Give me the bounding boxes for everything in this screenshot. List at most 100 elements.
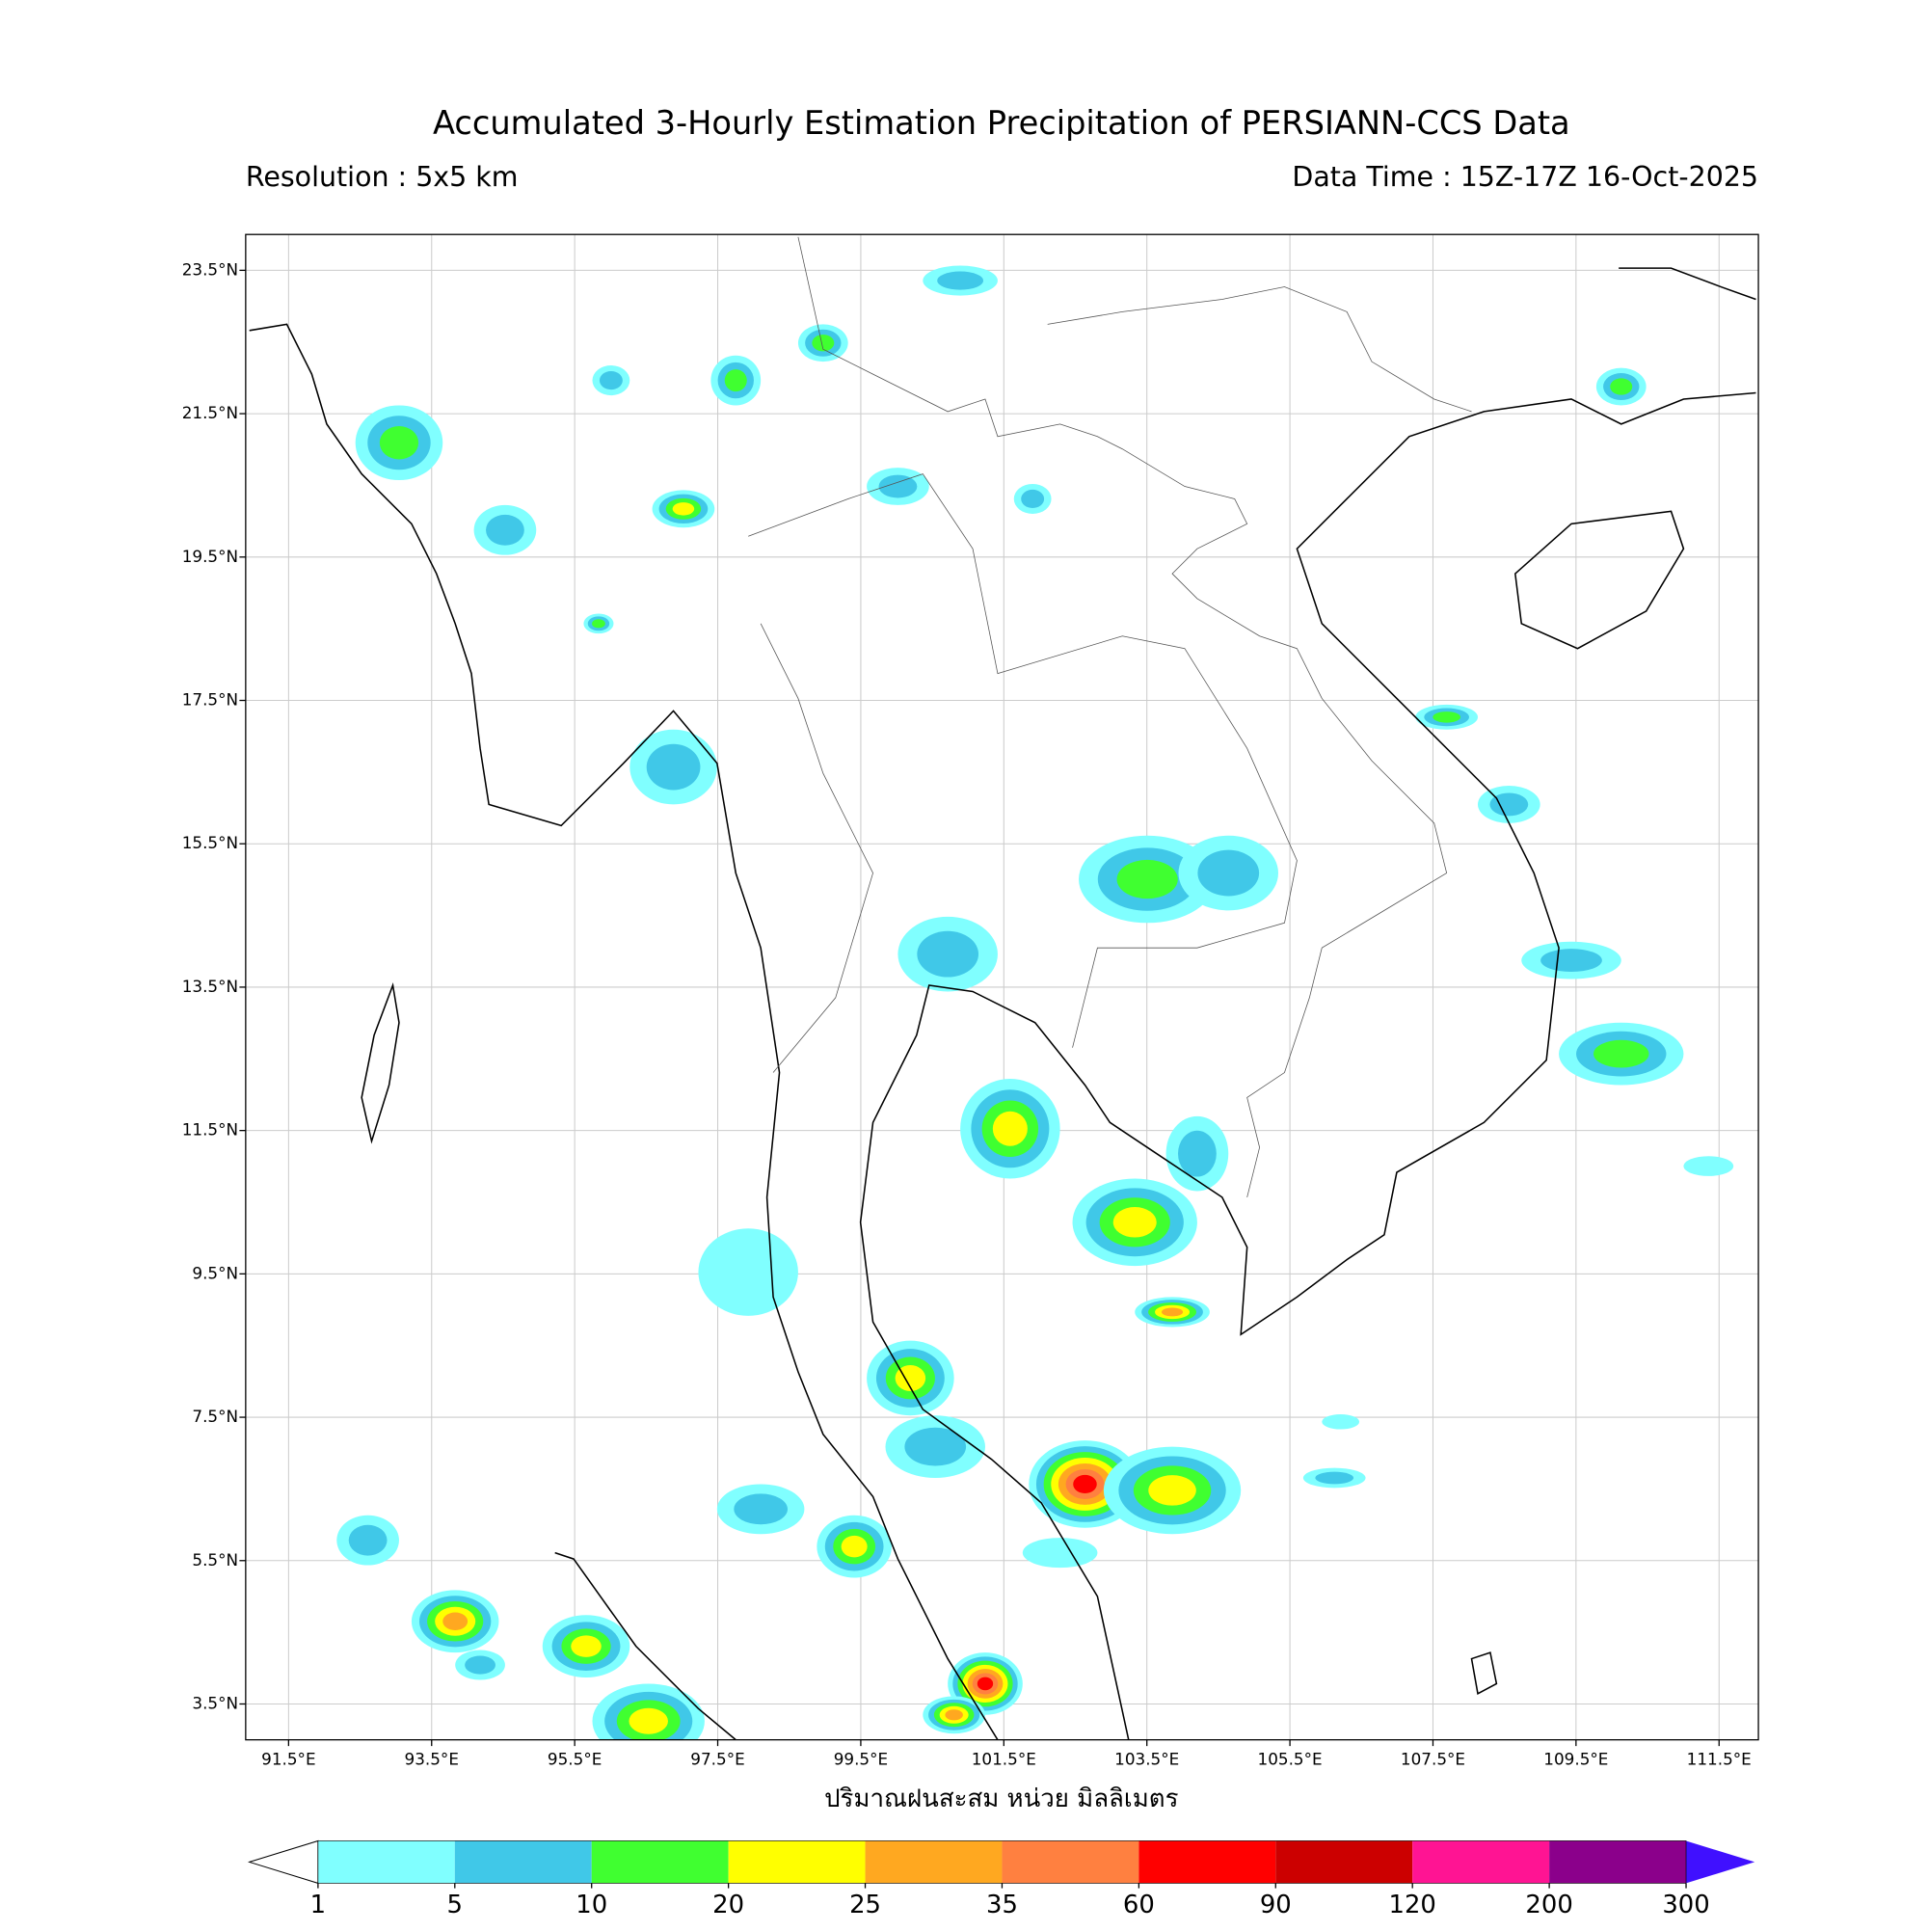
precipitation: [336, 265, 1734, 1740]
island: [1513, 510, 1685, 650]
colorbar: 1 5 10 20 25 35 60 90 120 200 300: [247, 1839, 1755, 1919]
lon-tick-label: 101.5°E: [972, 1749, 1036, 1768]
lon-tick-label: 91.5°E: [261, 1749, 315, 1768]
rain-cell: [1322, 1414, 1360, 1430]
rain-cell: [1540, 949, 1602, 973]
rain-cell: [1148, 1475, 1196, 1506]
rain-cell: [812, 335, 835, 352]
resolution: Resolution : 5x5 km: [246, 161, 519, 193]
lon-tick-label: 107.5°E: [1401, 1749, 1465, 1768]
lat-tick-label: 13.5°N: [182, 977, 238, 996]
colorbar-tick-label: 10: [576, 1891, 607, 1919]
colorbar-segment: [1275, 1840, 1413, 1884]
rain-cell: [917, 930, 979, 978]
rain-cell: [442, 1612, 469, 1630]
rain-cell: [937, 271, 984, 290]
rain-cell: [1021, 489, 1045, 509]
colorbar-tick-label: 200: [1525, 1891, 1572, 1919]
lat-tick-label: 5.5°N: [192, 1550, 238, 1570]
colorbar-segment: [865, 1840, 1003, 1884]
lon-tick-label: 99.5°E: [834, 1749, 888, 1768]
rain-cell: [1197, 849, 1260, 897]
border: [797, 236, 1448, 1198]
rain-cell: [841, 1535, 868, 1558]
lat-tick-label: 15.5°N: [182, 833, 238, 852]
colorbar-segment: [1549, 1840, 1687, 1884]
lat-tick-label: 19.5°N: [182, 547, 238, 566]
lon-tick-label: 95.5°E: [548, 1749, 602, 1768]
coastline: [554, 1551, 736, 1740]
colorbar-tick-label: 5: [447, 1891, 463, 1919]
colorbar-segment: [591, 1840, 729, 1884]
lat-tick-label: 17.5°N: [182, 690, 238, 710]
rain-cell: [904, 1427, 967, 1466]
lat-tick-label: 3.5°N: [192, 1693, 238, 1712]
rain-cell: [977, 1677, 994, 1691]
lat-tick-label: 11.5°N: [182, 1120, 238, 1140]
rain-cell: [1683, 1156, 1734, 1176]
coastline: [1619, 267, 1756, 301]
colorbar-tick-label: 120: [1389, 1891, 1436, 1919]
colorbar-tick-label: 90: [1260, 1891, 1292, 1919]
border: [1047, 286, 1472, 413]
colorbar-tick-label: 300: [1662, 1891, 1709, 1919]
colorbar-tick-label: 1: [310, 1891, 326, 1919]
rain-cell: [1315, 1471, 1354, 1485]
rain-cell: [698, 1228, 798, 1316]
title: Accumulated 3-Hourly Estimation Precipit…: [433, 104, 1570, 142]
rain-cell: [486, 514, 524, 546]
colorbar-segment: [1412, 1840, 1550, 1884]
lon-tick-label: 109.5°E: [1543, 1749, 1608, 1768]
island: [361, 982, 400, 1144]
border: [748, 473, 1298, 1048]
rain-cell: [465, 1655, 495, 1675]
rain-cell: [895, 1364, 926, 1391]
colorbar-segment: [454, 1840, 592, 1884]
colorbar-segment: [728, 1840, 866, 1884]
rain-cell: [724, 369, 747, 392]
lon-tick-label: 105.5°E: [1258, 1749, 1323, 1768]
rain-cell: [629, 1707, 668, 1734]
lat-tick-label: 21.5°N: [182, 403, 238, 422]
colorbar-segment: [317, 1840, 455, 1884]
rain-cell: [646, 743, 701, 791]
rain-cell: [1022, 1538, 1098, 1569]
rain-cell: [571, 1635, 602, 1657]
rain-cell: [1112, 1207, 1157, 1238]
rain-cell: [599, 371, 623, 390]
colorbar-over: [1686, 1840, 1755, 1884]
rain-cell: [1593, 1039, 1649, 1068]
coastline: [859, 391, 1756, 1740]
rain-cell: [1489, 792, 1529, 817]
rain-cell: [734, 1493, 788, 1525]
colorbar-tick-label: 35: [986, 1891, 1018, 1919]
lon-tick-label: 93.5°E: [405, 1749, 459, 1768]
colorbar-label: ปริมาณฝนสะสม หน่วย มิลลิเมตร: [824, 1784, 1178, 1813]
lon-tick-label: 111.5°E: [1687, 1749, 1752, 1768]
colorbar-tick-label: 60: [1123, 1891, 1155, 1919]
rain-cell: [945, 1709, 963, 1721]
rain-cell: [1178, 1130, 1217, 1177]
coastline: [249, 323, 999, 1740]
rain-cell: [1610, 378, 1633, 395]
rain-cell: [1161, 1307, 1184, 1317]
colorbar-tick-label: 25: [849, 1891, 881, 1919]
rain-cell: [878, 474, 918, 498]
rain-cell: [992, 1111, 1028, 1146]
lon-tick-label: 103.5°E: [1114, 1749, 1179, 1768]
rain-cell: [348, 1524, 388, 1556]
island: [1470, 1651, 1498, 1695]
rain-cell: [379, 426, 419, 460]
rain-cell: [672, 502, 695, 516]
axes: 91.5°E 93.5°E 95.5°E 97.5°E 99.5°E 101.5°E 103…: [182, 259, 1752, 1768]
rain-cell: [1073, 1474, 1097, 1493]
lat-tick-label: 9.5°N: [192, 1263, 238, 1282]
rain-cell: [592, 619, 605, 629]
coastlines: [249, 236, 1756, 1740]
lat-tick-label: 7.5°N: [192, 1407, 238, 1426]
rain-cell: [1433, 711, 1461, 723]
rain-cell: [1116, 859, 1178, 899]
lon-tick-label: 97.5°E: [690, 1749, 744, 1768]
colorbar-segment: [1002, 1840, 1139, 1884]
